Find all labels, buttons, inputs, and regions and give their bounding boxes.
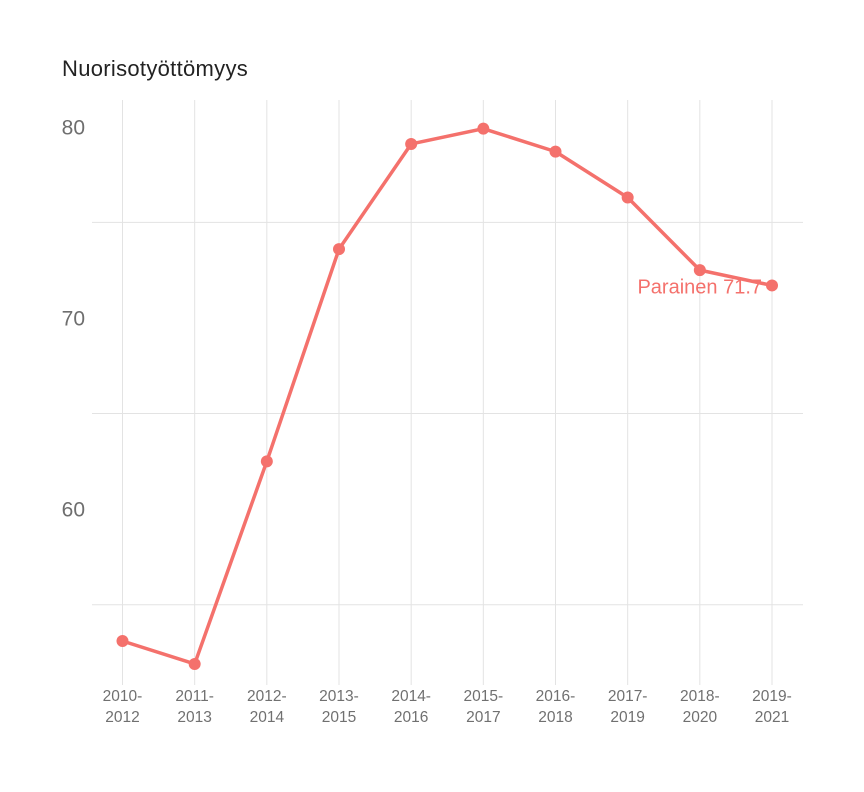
- data-point[interactable]: [693, 264, 706, 277]
- data-point[interactable]: [477, 122, 490, 135]
- data-point[interactable]: [405, 137, 418, 150]
- x-axis-tick-labels: 2010-2012 2011-2013 2012-2014 2013-2015 2014…: [103, 688, 792, 726]
- y-axis-tick-labels: 80 70 60: [62, 116, 85, 521]
- series-line: [120, 126, 774, 666]
- x-axis-tick-label: 2010-2012: [103, 688, 143, 726]
- x-axis-tick-label: 2015-2017: [464, 688, 504, 726]
- data-point[interactable]: [188, 657, 201, 670]
- data-points-group: [116, 122, 778, 670]
- data-point[interactable]: [766, 279, 778, 292]
- chart-title: Nuorisotyöttömyys: [62, 56, 249, 81]
- data-point[interactable]: [621, 191, 634, 204]
- data-point[interactable]: [260, 455, 273, 468]
- x-axis-tick-label: 2013-2015: [319, 688, 359, 726]
- x-axis-tick-label: 2012-2014: [247, 688, 287, 726]
- x-axis-tick-label: 2019-2021: [752, 688, 792, 726]
- x-axis-tick-label: 2016-2018: [536, 688, 576, 726]
- x-axis-tick-label: 2014-2016: [391, 688, 431, 726]
- data-point[interactable]: [333, 243, 345, 256]
- y-axis-tick-label: 80: [62, 116, 85, 139]
- y-axis-tick-label: 70: [62, 307, 85, 330]
- y-axis-tick-label: 60: [62, 499, 85, 522]
- horizontal-gridlines: [92, 221, 803, 606]
- data-point[interactable]: [549, 145, 562, 158]
- x-axis-tick-label: 2017-2019: [608, 688, 648, 726]
- series-label: Parainen 71.7: [637, 276, 762, 298]
- series-line-group: [120, 126, 774, 666]
- x-axis-tick-label: 2018-2020: [680, 688, 720, 726]
- x-axis-tick-label: 2011-2013: [175, 688, 214, 726]
- data-point[interactable]: [116, 635, 129, 648]
